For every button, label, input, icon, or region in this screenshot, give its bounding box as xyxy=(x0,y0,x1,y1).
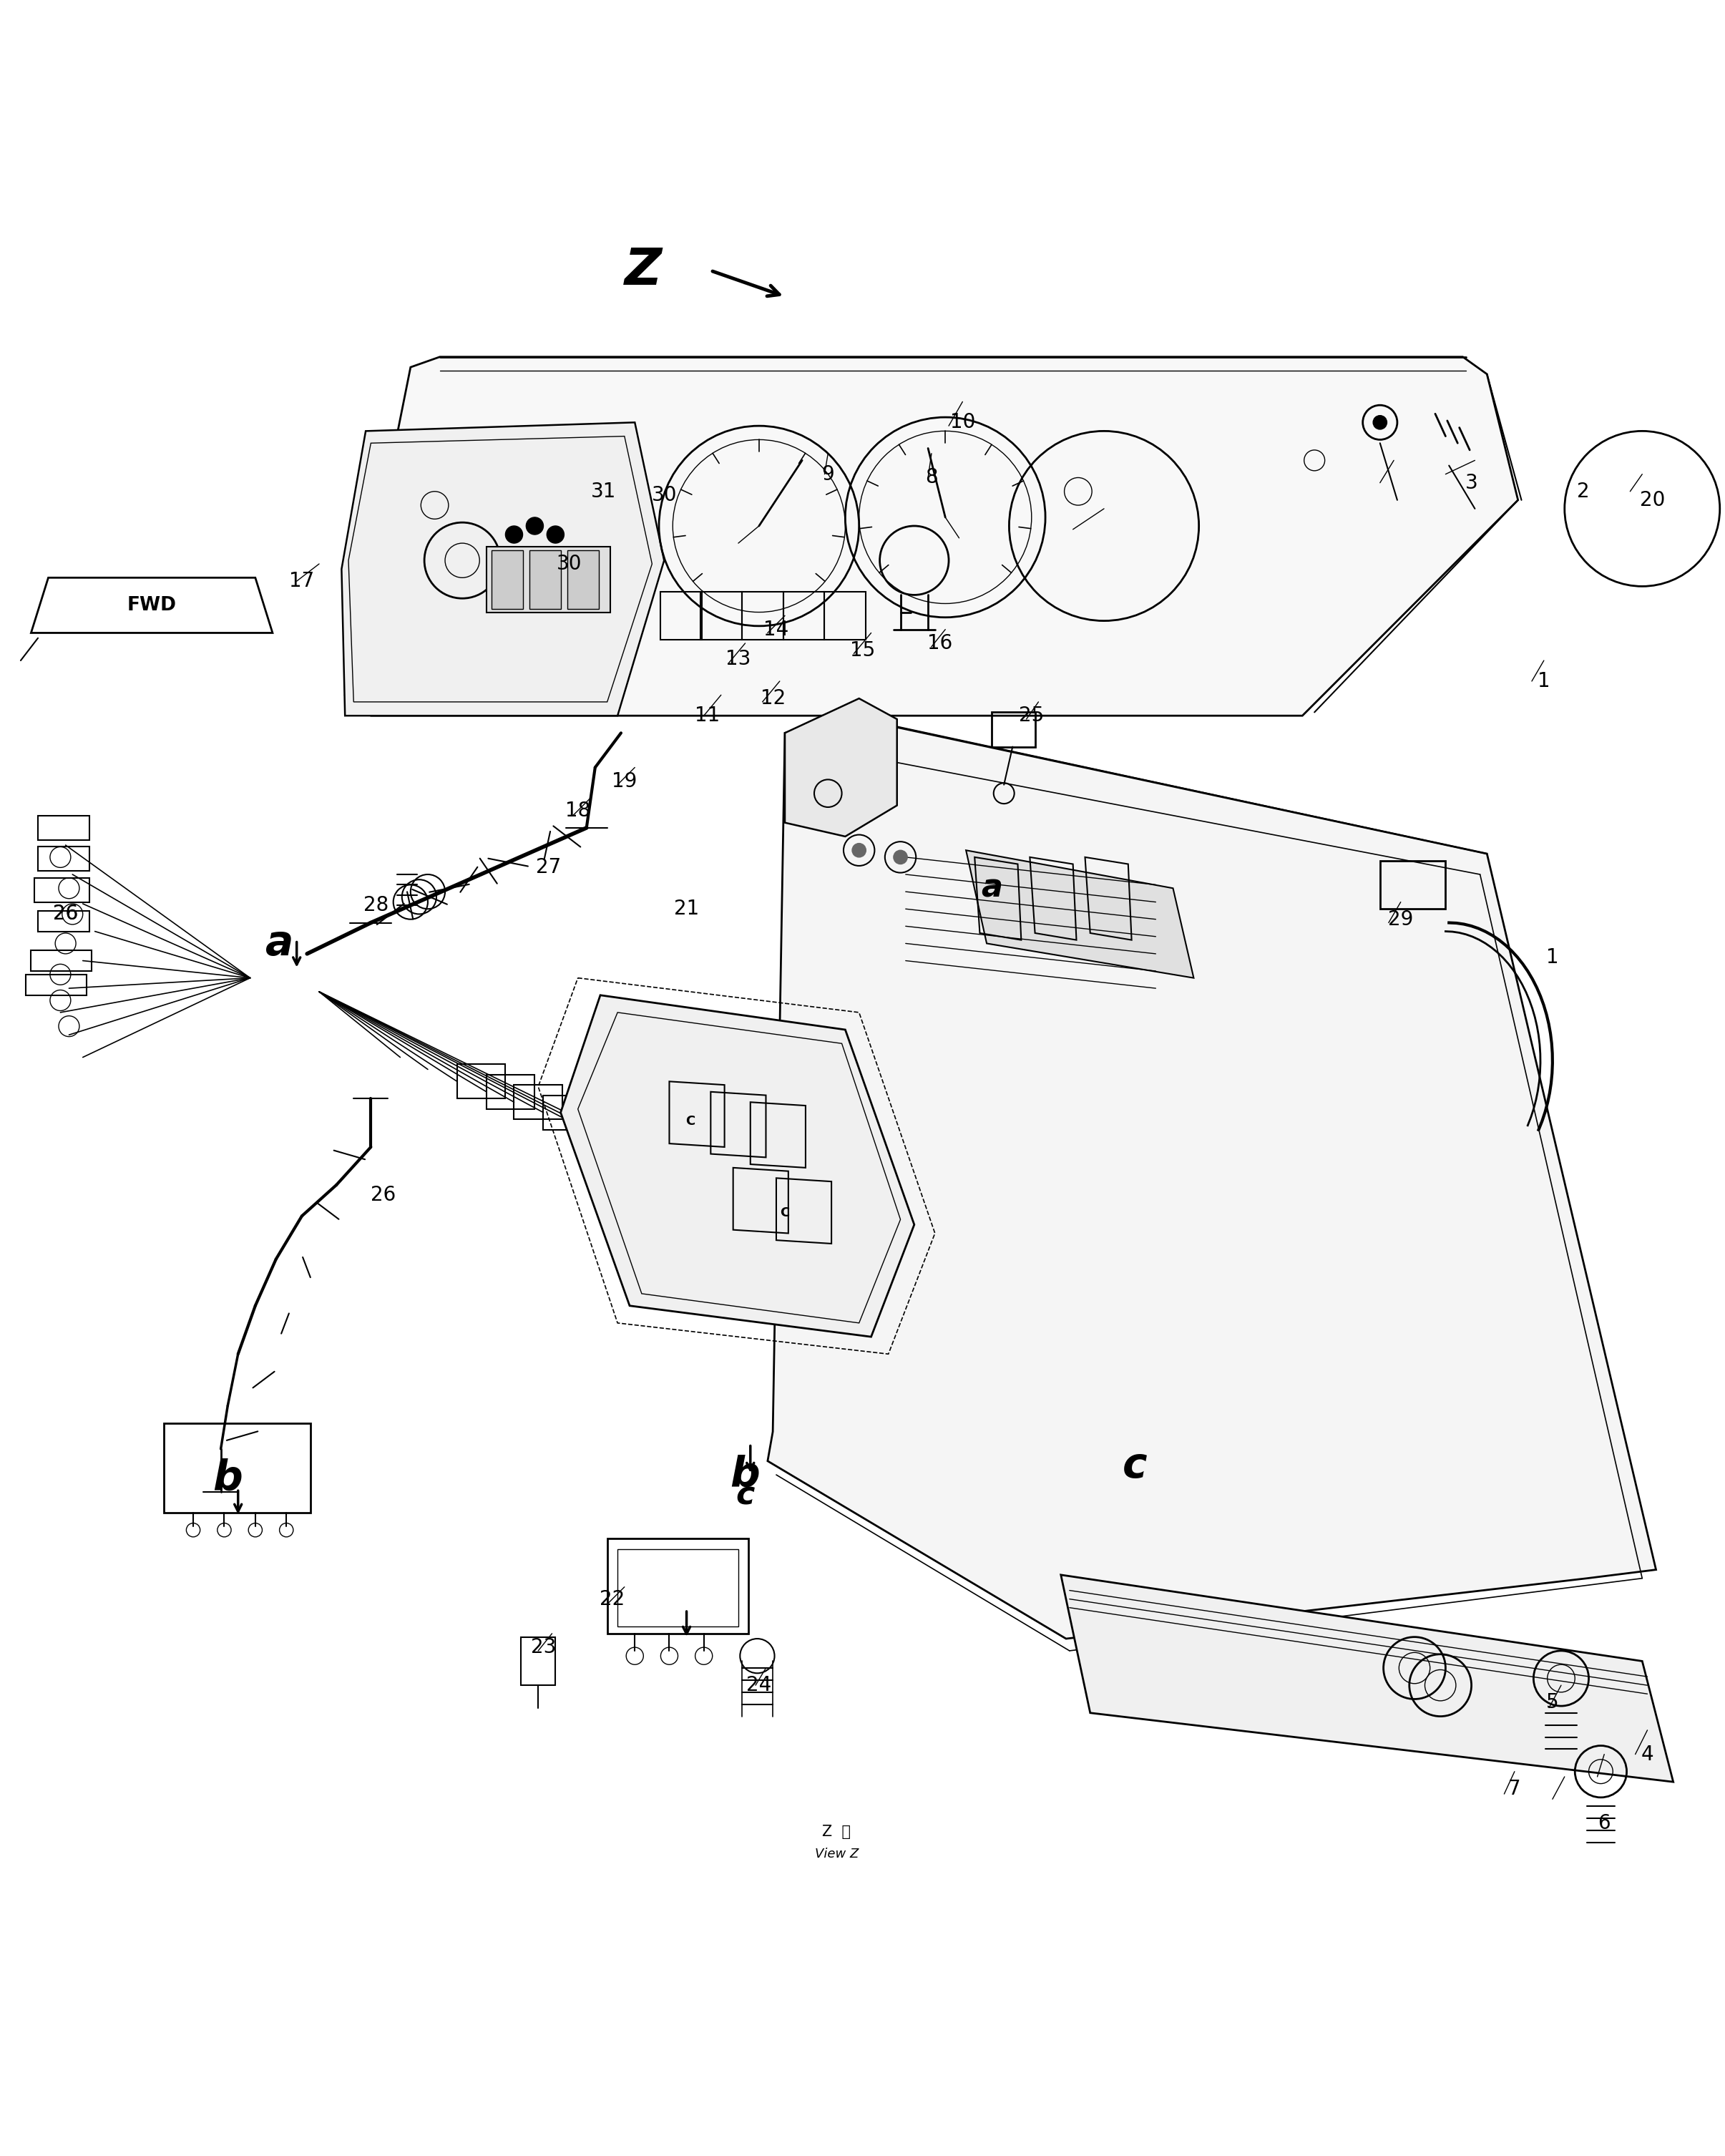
Text: 4: 4 xyxy=(1640,1744,1654,1764)
Text: 29: 29 xyxy=(1389,910,1413,929)
Circle shape xyxy=(894,849,907,865)
Text: 13: 13 xyxy=(726,649,750,668)
Text: FWD: FWD xyxy=(128,595,176,614)
Bar xyxy=(38,815,90,841)
Polygon shape xyxy=(768,720,1656,1639)
Bar xyxy=(573,1106,621,1141)
Text: 24: 24 xyxy=(747,1675,771,1695)
Text: 11: 11 xyxy=(695,705,719,727)
Circle shape xyxy=(852,843,866,858)
Text: 8: 8 xyxy=(925,468,938,487)
Bar xyxy=(742,591,783,640)
Bar xyxy=(543,1095,592,1130)
Text: View Z: View Z xyxy=(814,1848,859,1861)
Text: 14: 14 xyxy=(764,619,788,640)
Text: 10: 10 xyxy=(950,412,975,433)
Bar xyxy=(457,1065,505,1100)
Text: 26: 26 xyxy=(53,903,78,925)
Text: 25: 25 xyxy=(1019,705,1044,727)
Text: c: c xyxy=(1123,1447,1147,1488)
Text: 6: 6 xyxy=(1597,1813,1611,1833)
Text: 9: 9 xyxy=(821,464,835,485)
Text: Z  視: Z 視 xyxy=(823,1824,850,1839)
Text: 26: 26 xyxy=(53,903,78,925)
Text: 26: 26 xyxy=(371,1186,395,1205)
Bar xyxy=(992,711,1035,746)
Text: Z: Z xyxy=(624,246,662,295)
Bar xyxy=(600,1117,649,1151)
Bar xyxy=(607,1539,749,1634)
Text: 1: 1 xyxy=(1546,946,1559,968)
Bar xyxy=(492,550,523,608)
Bar xyxy=(661,591,702,640)
Bar xyxy=(38,910,90,931)
Text: 2: 2 xyxy=(1577,481,1590,502)
Circle shape xyxy=(547,526,564,543)
Bar xyxy=(486,1074,535,1108)
Polygon shape xyxy=(342,423,664,716)
Text: 7: 7 xyxy=(1508,1779,1521,1798)
Text: b: b xyxy=(212,1457,243,1498)
Bar xyxy=(825,591,866,640)
Text: 17: 17 xyxy=(290,571,314,591)
Text: 15: 15 xyxy=(850,640,875,660)
Text: 27: 27 xyxy=(536,858,561,877)
Bar xyxy=(521,1636,555,1686)
Text: 19: 19 xyxy=(612,772,637,791)
Polygon shape xyxy=(1061,1574,1673,1781)
Bar xyxy=(38,847,90,871)
Text: b: b xyxy=(730,1455,761,1496)
Text: 16: 16 xyxy=(928,634,952,653)
Polygon shape xyxy=(345,358,1518,716)
Text: 30: 30 xyxy=(652,485,676,505)
Text: c: c xyxy=(737,1481,754,1511)
Bar xyxy=(618,1548,738,1626)
Text: a: a xyxy=(982,873,1002,903)
Bar xyxy=(164,1423,311,1514)
Text: 21: 21 xyxy=(674,899,699,918)
Bar xyxy=(700,591,742,640)
Text: 5: 5 xyxy=(1546,1692,1559,1712)
Bar xyxy=(530,550,561,608)
Text: 23: 23 xyxy=(531,1636,555,1658)
Text: 28: 28 xyxy=(364,895,388,916)
Text: 12: 12 xyxy=(761,688,785,709)
Text: C: C xyxy=(685,1115,695,1128)
Bar xyxy=(31,951,91,970)
Bar xyxy=(514,1084,562,1119)
Bar xyxy=(26,975,86,996)
Bar xyxy=(1380,860,1446,910)
Text: 20: 20 xyxy=(1640,489,1665,511)
Text: 22: 22 xyxy=(600,1589,624,1608)
Text: 3: 3 xyxy=(1465,472,1478,494)
Text: 18: 18 xyxy=(566,800,590,821)
Bar xyxy=(34,877,90,901)
Polygon shape xyxy=(785,699,897,837)
Text: C: C xyxy=(780,1205,790,1218)
Text: a: a xyxy=(266,923,293,964)
Text: 31: 31 xyxy=(592,481,616,502)
Bar xyxy=(630,1125,678,1160)
Bar xyxy=(568,550,599,608)
Circle shape xyxy=(1373,416,1387,429)
Text: 1: 1 xyxy=(1537,671,1551,692)
Text: 30: 30 xyxy=(557,554,581,573)
Bar xyxy=(486,548,611,612)
Polygon shape xyxy=(966,849,1194,979)
Bar xyxy=(783,591,825,640)
Polygon shape xyxy=(561,996,914,1337)
Circle shape xyxy=(505,526,523,543)
Circle shape xyxy=(526,517,543,535)
